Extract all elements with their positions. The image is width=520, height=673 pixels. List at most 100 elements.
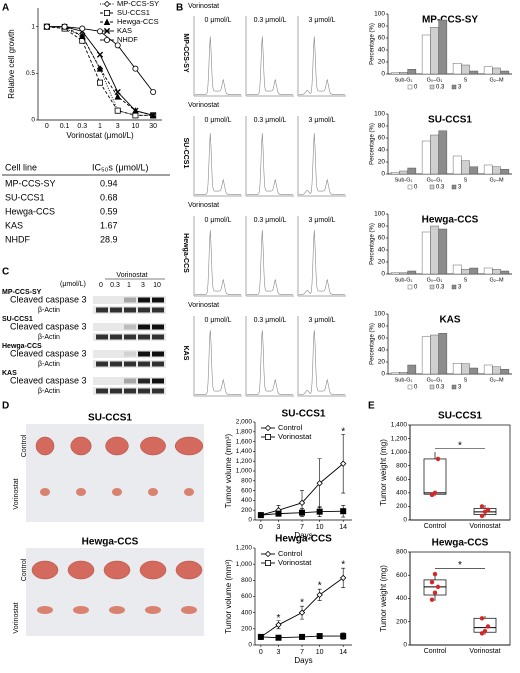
bar: [461, 160, 470, 175]
table-header: IC₅₀s (μmol/L): [92, 162, 149, 172]
blot-row-label: β-Actin: [38, 334, 60, 341]
flow-dose: 3 μmol/L: [309, 217, 336, 224]
y-tick-label: 40: [378, 147, 386, 154]
marker: [275, 621, 282, 628]
bar: [407, 364, 417, 375]
bar: [500, 270, 510, 275]
x-tick-label: Sub-G₁: [395, 377, 413, 383]
blot-band: [152, 334, 164, 340]
y-tick-label: 100: [374, 311, 385, 318]
bar: [452, 363, 462, 375]
photo-row-label: Vorinostat: [13, 478, 20, 509]
data-point: [479, 631, 485, 636]
y-tick-label: 2,000: [236, 419, 253, 426]
x-tick-label: S: [464, 77, 468, 83]
legend-label: 3: [458, 385, 462, 391]
blot-band: [138, 388, 150, 394]
box: [423, 579, 447, 596]
panel-label: C: [2, 267, 9, 278]
photo-title: SU-CCS1: [88, 413, 132, 424]
data-point: [485, 624, 491, 629]
x-tick-label: G₂–M: [489, 377, 503, 383]
data-point: [432, 490, 438, 496]
marker: [97, 28, 104, 35]
y-tick-label: 200: [396, 618, 407, 625]
box: [423, 458, 447, 495]
bar: [483, 267, 493, 275]
marker: [264, 560, 271, 567]
y-tick-label: 0: [403, 642, 407, 649]
tumor: [40, 488, 50, 496]
marker: [316, 480, 323, 487]
table-cell: 0.59: [100, 206, 118, 216]
flow-cell-line: SU-CCS1: [182, 138, 189, 169]
x-tick-label: Sub-G₁: [395, 77, 413, 83]
flow-histogram: [195, 133, 241, 195]
bar: [407, 68, 417, 75]
marker: [316, 591, 323, 599]
flow-histogram: [299, 230, 345, 295]
panel-label: D: [2, 401, 9, 412]
table-cell: MP-CCS-SY: [5, 178, 56, 188]
legend-label: 3: [458, 185, 462, 191]
annotation: *: [341, 560, 345, 571]
table-header: Cell line: [5, 162, 37, 172]
tumor: [103, 560, 131, 580]
flow-cell-line: KAS: [182, 346, 189, 361]
legend-swatch: [451, 184, 457, 190]
y-tick-label: 60: [378, 35, 386, 42]
blot-band: [152, 378, 164, 384]
y-tick-label: 0: [381, 271, 385, 278]
blot-row-label: Cleaved caspase 3: [10, 375, 87, 385]
y-tick-label: 60: [378, 235, 386, 242]
x-tick-label: Sub-G₁: [395, 277, 413, 283]
legend-swatch: [429, 284, 435, 290]
blot-band: [124, 388, 136, 394]
data-point: [429, 597, 435, 602]
bar: [399, 272, 408, 275]
marker: [61, 23, 68, 30]
data-point: [432, 571, 438, 577]
blot-drug: Vorinostat: [116, 272, 147, 279]
table-cell: SU-CCS1: [5, 192, 45, 202]
y-tick-label: 200: [241, 626, 252, 633]
tumor: [67, 560, 95, 580]
x-tick-label: 0: [259, 649, 263, 656]
marker: [316, 508, 323, 515]
legend-label: 3: [458, 85, 462, 91]
bar: [399, 71, 408, 75]
marker: [114, 107, 121, 114]
blot-band: [124, 351, 136, 357]
flow-dose: 3 μmol/L: [309, 117, 336, 124]
table-cell: 0.94: [100, 178, 118, 188]
y-tick-label: 400: [396, 595, 407, 602]
legend-label: 0.3: [436, 385, 445, 391]
x-tick-label: 0.1: [60, 123, 70, 130]
tumor: [105, 436, 129, 456]
y-tick-label: 80: [378, 123, 386, 130]
bar: [438, 333, 448, 375]
marker: [340, 633, 347, 640]
flow-dose: 0.3 μmol/L: [254, 217, 287, 224]
marker: [132, 65, 139, 72]
bar: [390, 171, 400, 175]
blot-dose: 3: [141, 282, 145, 289]
legend-label: 0.3: [436, 285, 445, 291]
blot-membrane: [93, 377, 166, 385]
marker: [103, 18, 111, 26]
legend-swatch: [429, 384, 435, 390]
x-tick-label: G₀–G₁: [427, 377, 443, 383]
marker: [340, 574, 347, 582]
x-tick-label: Vorinostat: [469, 648, 500, 655]
blot-band: [96, 388, 108, 394]
x-tick-label: 10: [316, 649, 324, 656]
blot-dose: 0: [99, 282, 103, 289]
bar: [390, 272, 400, 275]
blot-band: [96, 361, 108, 367]
table-cell: 28.9: [100, 234, 118, 244]
blot-band: [152, 307, 164, 313]
blot-unit: (μmol/L): [60, 281, 86, 288]
bar: [492, 269, 501, 275]
annotation: *: [341, 426, 345, 437]
